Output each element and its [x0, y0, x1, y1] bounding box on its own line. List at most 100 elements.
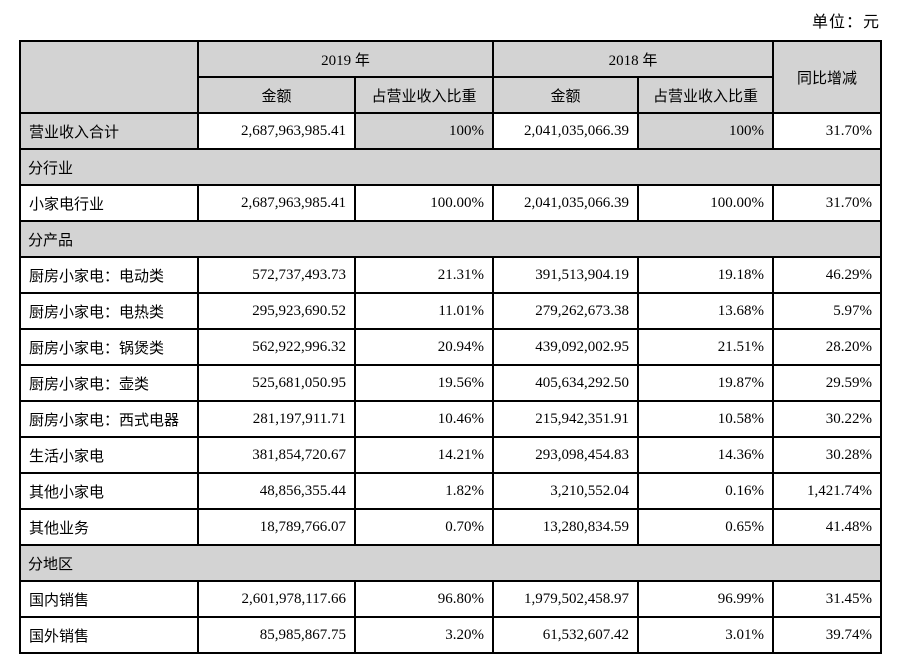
amount-2018-cell: 13,280,834.59: [492, 508, 640, 546]
pct-2019-cell: 3.20%: [353, 616, 495, 654]
header-year-2019: 2019 年: [196, 40, 495, 78]
amount-2019-cell: 85,985,867.75: [197, 616, 356, 654]
pct-2018-cell: 0.16%: [637, 472, 775, 510]
pct-2019-cell: 19.56%: [353, 364, 495, 402]
pct-2018-cell: 19.87%: [637, 364, 775, 402]
section-row-by-industry: 分行业: [18, 148, 883, 186]
header-pct-2018: 占营业收入比重: [637, 76, 775, 114]
yoy-cell: 30.22%: [772, 400, 883, 438]
section-label-cell: 分行业: [18, 148, 883, 186]
amount-2018-cell: 215,942,351.91: [492, 400, 640, 438]
amount-2019-cell: 572,737,493.73: [197, 256, 356, 294]
yoy-cell: 28.20%: [772, 328, 883, 366]
table-row: 其他业务 18,789,766.07 0.70% 13,280,834.59 0…: [19, 508, 883, 546]
pct-2018-cell: 100%: [637, 112, 775, 150]
pct-2019-cell: 10.46%: [353, 400, 495, 438]
table-row: 生活小家电 381,854,720.67 14.21% 293,098,454.…: [19, 436, 883, 474]
row-label-cell: 小家电行业: [19, 184, 199, 222]
header-amount-2018: 金额: [492, 76, 640, 114]
amount-2018-cell: 293,098,454.83: [492, 436, 640, 474]
amount-2019-cell: 48,856,355.44: [197, 472, 356, 510]
amount-2019-cell: 2,687,963,985.41: [197, 112, 356, 150]
row-label-cell: 营业收入合计: [19, 112, 199, 150]
section-label-cell: 分产品: [18, 220, 883, 258]
amount-2018-cell: 2,041,035,066.39: [492, 184, 640, 222]
yoy-cell: 29.59%: [772, 364, 883, 402]
header-year-2018: 2018 年: [492, 40, 775, 78]
amount-2018-cell: 1,979,502,458.97: [492, 580, 640, 618]
revenue-table: 2019 年 2018 年 同比增减 金额 占营业收入比重 金额 占营业收入比重…: [18, 40, 883, 654]
unit-label: 单位：元: [811, 14, 880, 31]
yoy-cell: 31.45%: [772, 580, 883, 618]
table-row: 厨房小家电：壶类 525,681,050.95 19.56% 405,634,2…: [19, 364, 883, 402]
corner-cell: [19, 40, 199, 114]
pct-2018-cell: 14.36%: [637, 436, 775, 474]
row-label-cell: 国外销售: [19, 616, 199, 654]
table-row: 厨房小家电：电动类 572,737,493.73 21.31% 391,513,…: [19, 256, 883, 294]
pct-2018-cell: 21.51%: [637, 328, 775, 366]
pct-2019-cell: 20.94%: [353, 328, 495, 366]
table-row: 国内销售 2,601,978,117.66 96.80% 1,979,502,4…: [19, 580, 883, 618]
amount-2019-cell: 2,601,978,117.66: [197, 580, 356, 618]
yoy-cell: 39.74%: [772, 616, 883, 654]
row-label-cell: 国内销售: [19, 580, 199, 618]
header-row-years: 2019 年 2018 年 同比增减: [19, 40, 883, 114]
header-row-measures: 金额 占营业收入比重 金额 占营业收入比重: [20, 76, 881, 114]
table-row: 国外销售 85,985,867.75 3.20% 61,532,607.42 3…: [19, 616, 883, 654]
table-row: 小家电行业 2,687,963,985.41 100.00% 2,041,035…: [19, 184, 883, 222]
yoy-cell: 1,421.74%: [772, 472, 883, 510]
amount-2018-cell: 2,041,035,066.39: [492, 112, 640, 150]
pct-2019-cell: 100.00%: [353, 184, 495, 222]
row-label-cell: 生活小家电: [19, 436, 199, 474]
amount-2018-cell: 439,092,002.95: [492, 328, 640, 366]
row-label-cell: 厨房小家电：西式电器: [19, 400, 199, 438]
pct-2018-cell: 10.58%: [637, 400, 775, 438]
row-label-cell: 其他业务: [19, 508, 199, 546]
amount-2018-cell: 279,262,673.38: [492, 292, 640, 330]
table-row-total-revenue: 营业收入合计 2,687,963,985.41 100% 2,041,035,0…: [19, 112, 883, 150]
header-pct-2019: 占营业收入比重: [353, 76, 495, 114]
pct-2019-cell: 100%: [353, 112, 495, 150]
pct-2019-cell: 96.80%: [353, 580, 495, 618]
row-label-cell: 厨房小家电：电动类: [19, 256, 199, 294]
table-row: 厨房小家电：电热类 295,923,690.52 11.01% 279,262,…: [19, 292, 883, 330]
amount-2019-cell: 381,854,720.67: [197, 436, 356, 474]
yoy-cell: 46.29%: [772, 256, 883, 294]
yoy-cell: 5.97%: [772, 292, 883, 330]
pct-2018-cell: 3.01%: [637, 616, 775, 654]
amount-2019-cell: 2,687,963,985.41: [197, 184, 356, 222]
pct-2018-cell: 19.18%: [637, 256, 775, 294]
section-label-cell: 分地区: [18, 544, 883, 582]
header-amount-2019: 金额: [197, 76, 356, 114]
row-label-cell: 其他小家电: [19, 472, 199, 510]
pct-2018-cell: 96.99%: [637, 580, 775, 618]
pct-2019-cell: 11.01%: [353, 292, 495, 330]
pct-2018-cell: 0.65%: [637, 508, 775, 546]
row-label-cell: 厨房小家电：电热类: [19, 292, 199, 330]
amount-2019-cell: 281,197,911.71: [197, 400, 356, 438]
yoy-cell: 41.48%: [772, 508, 883, 546]
amount-2018-cell: 391,513,904.19: [492, 256, 640, 294]
pct-2019-cell: 14.21%: [353, 436, 495, 474]
amount-2019-cell: 562,922,996.32: [197, 328, 356, 366]
pct-2018-cell: 100.00%: [637, 184, 775, 222]
pct-2019-cell: 0.70%: [353, 508, 495, 546]
amount-2019-cell: 18,789,766.07: [197, 508, 356, 546]
pct-2019-cell: 21.31%: [353, 256, 495, 294]
amount-2018-cell: 405,634,292.50: [492, 364, 640, 402]
table-row: 厨房小家电：锅煲类 562,922,996.32 20.94% 439,092,…: [19, 328, 883, 366]
amount-2018-cell: 3,210,552.04: [492, 472, 640, 510]
row-label-cell: 厨房小家电：锅煲类: [19, 328, 199, 366]
yoy-cell: 30.28%: [772, 436, 883, 474]
row-label-cell: 厨房小家电：壶类: [19, 364, 199, 402]
amount-2019-cell: 295,923,690.52: [197, 292, 356, 330]
yoy-cell: 31.70%: [772, 184, 883, 222]
amount-2018-cell: 61,532,607.42: [492, 616, 640, 654]
pct-2019-cell: 1.82%: [353, 472, 495, 510]
header-yoy: 同比增减: [772, 40, 883, 114]
amount-2019-cell: 525,681,050.95: [197, 364, 356, 402]
pct-2018-cell: 13.68%: [637, 292, 775, 330]
section-row-by-region: 分地区: [18, 544, 883, 582]
section-row-by-product: 分产品: [18, 220, 883, 258]
yoy-cell: 31.70%: [772, 112, 883, 150]
